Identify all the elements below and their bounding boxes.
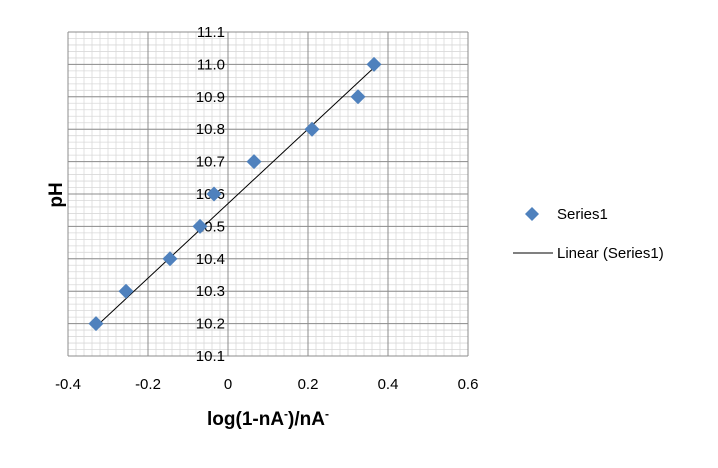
y-tick-label: 10.2 — [196, 316, 225, 333]
data-point — [350, 89, 366, 105]
y-tick-label: 10.1 — [196, 348, 225, 365]
y-tick-label: 10.4 — [196, 251, 225, 268]
y-tick-label: 10.7 — [196, 154, 225, 171]
x-tick-label: 0.2 — [298, 376, 319, 393]
data-point — [366, 56, 382, 72]
data-point — [118, 283, 134, 299]
data-point — [246, 154, 262, 170]
data-point — [192, 218, 208, 234]
y-tick-label: 11.1 — [197, 24, 225, 41]
x-tick-label: -0.4 — [55, 376, 81, 393]
series1-points — [88, 56, 382, 332]
y-tick-label: 11.0 — [197, 56, 225, 73]
y-axis-tick-labels: 10.110.210.310.410.510.610.710.810.911.0… — [196, 24, 225, 365]
legend-trendline-label: Linear (Series1) — [557, 245, 664, 262]
legend: Series1 Linear (Series1) — [513, 206, 664, 262]
y-axis-title: pH — [46, 182, 67, 207]
y-tick-label: 10.8 — [196, 121, 225, 138]
x-tick-label: -0.2 — [135, 376, 161, 393]
legend-series1-marker — [525, 207, 539, 221]
data-point — [206, 186, 222, 202]
y-tick-label: 10.9 — [196, 89, 225, 106]
data-point — [88, 316, 104, 332]
x-tick-label: 0 — [224, 376, 232, 393]
x-axis-title: log(1-nA-)/nA- — [207, 407, 329, 430]
legend-series1-label: Series1 — [557, 206, 608, 223]
grid-lines — [67, 31, 469, 357]
x-tick-label: 0.6 — [458, 376, 479, 393]
data-point — [304, 121, 320, 137]
trendline — [93, 67, 375, 329]
x-tick-label: 0.4 — [378, 376, 399, 393]
data-point — [162, 251, 178, 267]
x-axis-tick-labels: -0.4 -0.2 0 0.2 0.4 0.6 — [55, 376, 478, 393]
y-tick-label: 10.3 — [196, 283, 225, 300]
